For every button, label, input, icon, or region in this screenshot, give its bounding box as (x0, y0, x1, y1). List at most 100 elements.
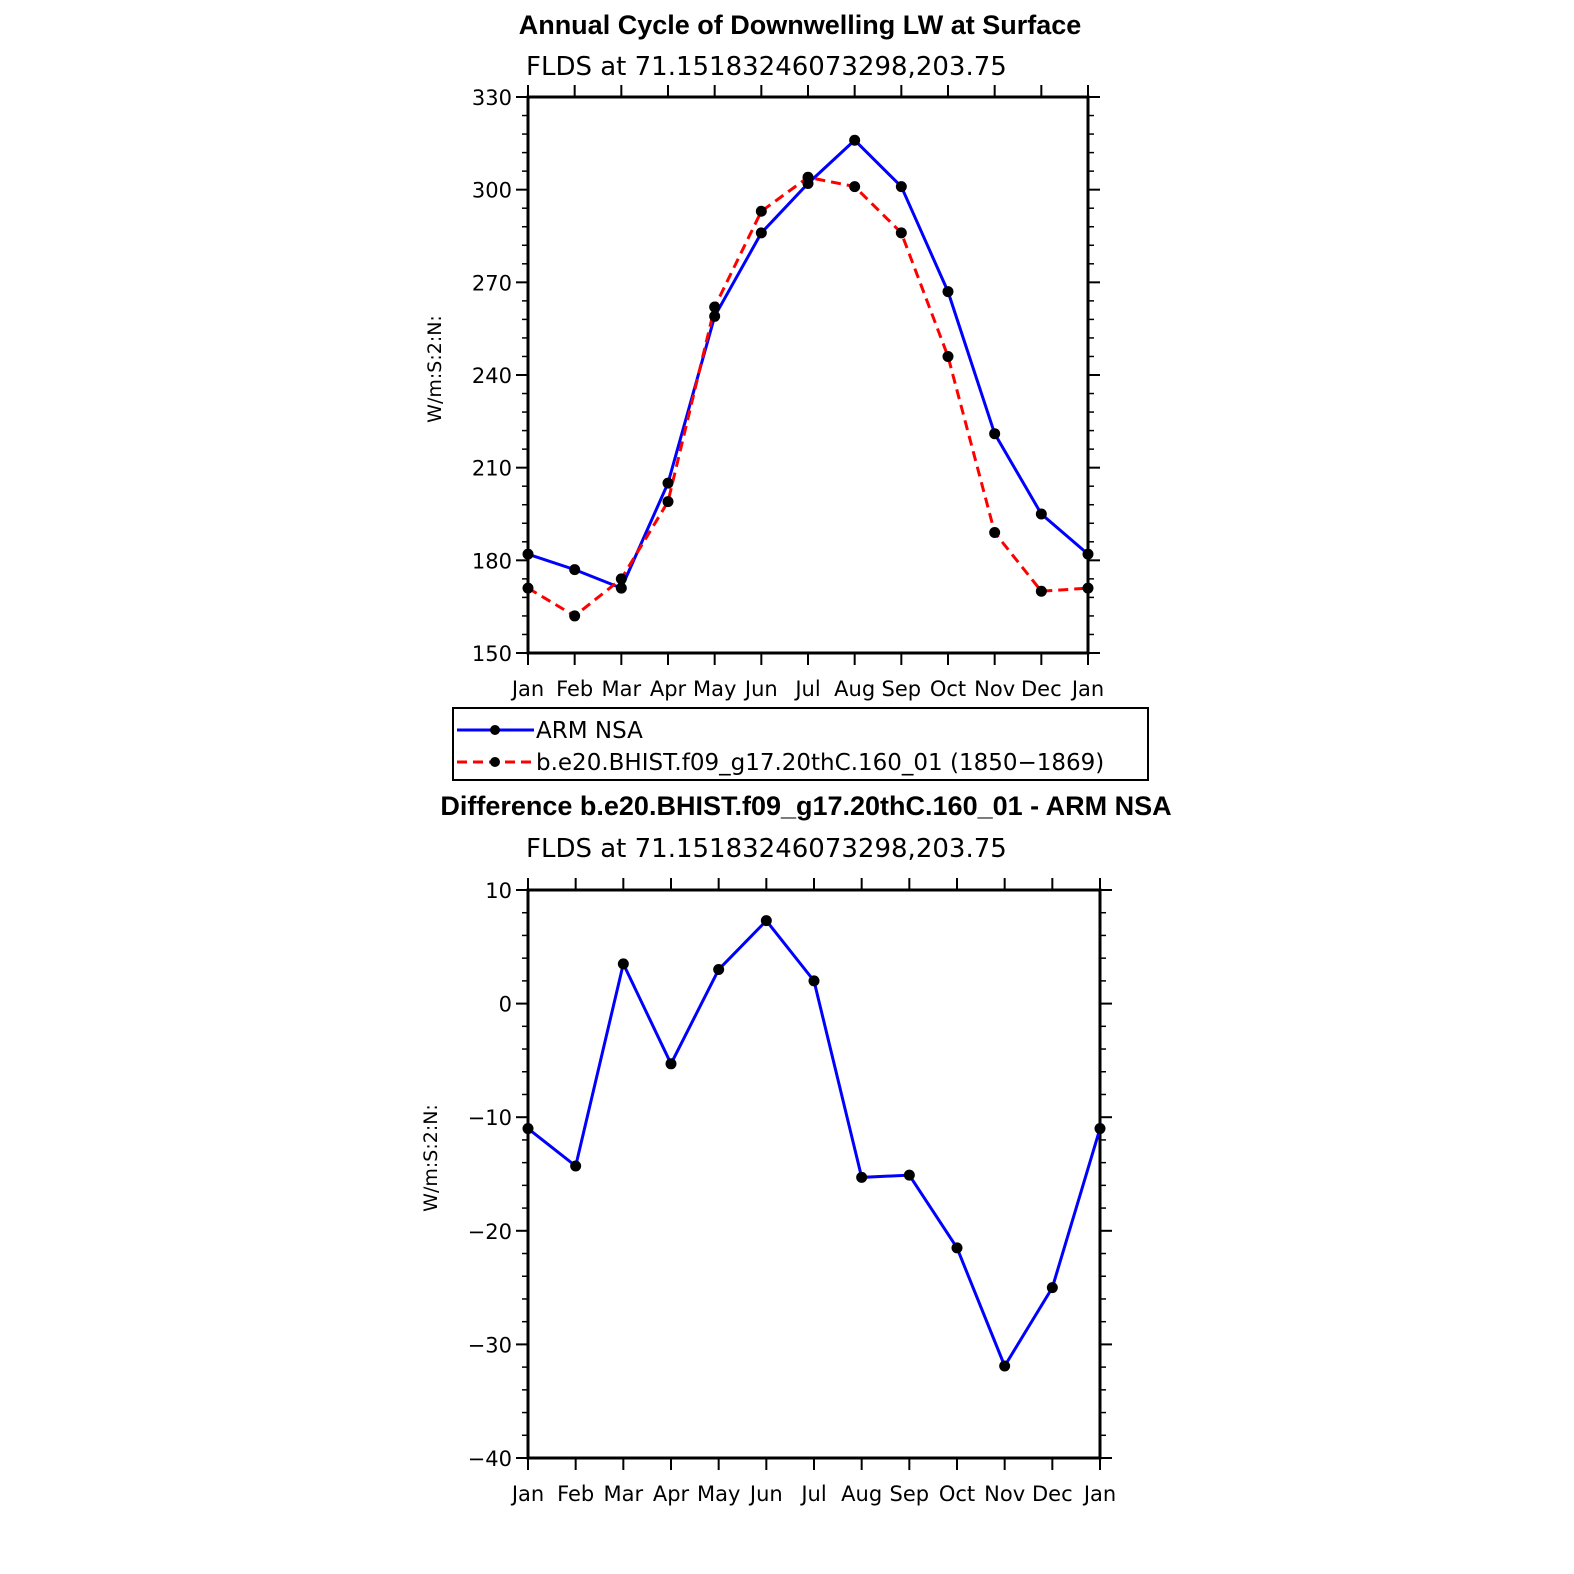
bottom-xtick-label: May (697, 1482, 740, 1506)
top-series-0-point (1082, 548, 1094, 560)
top-series-1-point (1082, 582, 1094, 594)
bottom-xtick-label: Mar (604, 1482, 644, 1506)
top-series-1-point (662, 496, 674, 508)
top-ytick-label: 150 (472, 642, 512, 666)
top-chart-ylabel: W/m:S:2:N: (424, 315, 446, 423)
top-series-1-point (615, 573, 627, 585)
top-series-1-point (709, 301, 721, 313)
top-xtick-label: Aug (834, 677, 875, 701)
top-series-0-point (569, 564, 581, 576)
bottom-xtick-label: Jan (1082, 1482, 1116, 1506)
top-ytick-label: 330 (472, 86, 512, 110)
top-series-1-point (569, 610, 581, 622)
top-series-0-point (942, 286, 954, 298)
legend-label-model: b.e20.BHIST.f09_g17.20thC.160_01 (1850−1… (536, 750, 1104, 776)
bottom-xtick-label: Sep (890, 1482, 930, 1506)
bottom-series-0-point (617, 958, 629, 970)
bottom-xtick-label: Aug (841, 1482, 882, 1506)
legend-marker-model (490, 757, 500, 767)
bottom-series-0-point (522, 1123, 534, 1135)
bottom-series-0-point (665, 1058, 677, 1070)
bottom-series-line-0 (527, 918, 1102, 1370)
bottom-series-0-point (951, 1242, 963, 1254)
bottom-xtick-label: Nov (984, 1482, 1025, 1506)
top-series-0-point (1035, 508, 1047, 520)
bottom-ytick-label: −20 (468, 1220, 512, 1244)
bottom-ytick-label: −30 (468, 1333, 512, 1357)
bottom-series-0-point (808, 975, 820, 987)
bottom-ytick-label: −40 (468, 1447, 512, 1471)
top-series-1-point (849, 181, 861, 193)
top-ytick-label: 300 (472, 179, 512, 203)
bottom-xtick-label: Apr (653, 1482, 690, 1506)
top-series-1-point (522, 582, 534, 594)
top-chart-series (522, 134, 1094, 622)
bottom-xtick-label: Jul (799, 1482, 826, 1506)
top-xtick-label: Jan (1070, 677, 1104, 701)
top-series-0-point (662, 477, 674, 489)
bottom-chart-subtitle: FLDS at 71.15183246073298,203.75 (526, 834, 1007, 864)
top-xtick-label: Nov (974, 677, 1015, 701)
bottom-series-0-point (713, 964, 725, 976)
legend-label-arm-nsa: ARM NSA (536, 718, 643, 744)
top-series-0-point (755, 227, 767, 239)
top-series-0-point (989, 428, 1001, 440)
top-xtick-label: Apr (650, 677, 687, 701)
top-xtick-label: Feb (556, 677, 593, 701)
bottom-chart: Difference b.e20.BHIST.f09_g17.20thC.160… (420, 791, 1172, 1506)
bottom-xtick-label: Oct (939, 1482, 975, 1506)
top-xtick-label: Jun (743, 677, 778, 701)
legend-marker-arm-nsa (490, 725, 500, 735)
top-chart-subtitle: FLDS at 71.15183246073298,203.75 (526, 52, 1007, 82)
bottom-chart-series (522, 915, 1106, 1372)
top-chart: Annual Cycle of Downwelling LW at Surfac… (424, 10, 1104, 701)
legend: ARM NSA b.e20.BHIST.f09_g17.20thC.160_01… (452, 707, 1149, 781)
top-ytick-label: 240 (472, 364, 512, 388)
top-series-line-1 (527, 175, 1089, 618)
top-series-1-point (989, 527, 1001, 539)
bottom-series-0-point (570, 1160, 582, 1172)
top-chart-title: Annual Cycle of Downwelling LW at Surfac… (519, 10, 1082, 40)
top-series-0-point (895, 181, 907, 193)
top-series-1-point (802, 171, 814, 183)
bottom-ytick-label: −10 (468, 1106, 512, 1130)
top-xtick-label: Jan (510, 677, 544, 701)
top-chart-axes: 150 180 210 240 270 300 330 Jan Feb Mar Apr May Jun J… (472, 85, 1104, 701)
top-xtick-label: Sep (882, 677, 922, 701)
bottom-xtick-label: Dec (1032, 1482, 1073, 1506)
bottom-plot-frame (526, 888, 1102, 1460)
top-ytick-label: 210 (472, 457, 512, 481)
bottom-chart-axes: −40 −30 −20 −10 0 10 Jan Feb Mar Apr May Jun Jul Aug S… (468, 878, 1116, 1506)
top-series-1-point (755, 205, 767, 217)
top-xtick-label: May (693, 677, 736, 701)
top-ytick-label: 270 (472, 271, 512, 295)
legend-box (452, 707, 1149, 781)
top-series-0-point (522, 548, 534, 560)
top-series-1-point (895, 227, 907, 239)
top-xtick-label: Jul (793, 677, 820, 701)
bottom-series-0-point (760, 915, 772, 927)
top-ytick-label: 180 (472, 549, 512, 573)
bottom-xtick-label: Feb (557, 1482, 594, 1506)
bottom-chart-title: Difference b.e20.BHIST.f09_g17.20thC.160… (440, 791, 1171, 821)
top-series-1-point (942, 350, 954, 362)
bottom-series-0-point (903, 1169, 915, 1181)
top-series-0-point (849, 134, 861, 146)
bottom-ytick-label: 0 (499, 993, 512, 1017)
bottom-series-0-point (1046, 1282, 1058, 1294)
top-series-0-point (615, 582, 627, 594)
top-series-1-point (1035, 585, 1047, 597)
bottom-chart-ylabel: W/m:S:2:N: (420, 1104, 442, 1212)
bottom-series-0-point (856, 1171, 868, 1183)
top-series-0-point (709, 310, 721, 322)
bottom-series-0-point (1094, 1123, 1106, 1135)
bottom-xtick-label: Jun (748, 1482, 783, 1506)
top-xtick-label: Mar (602, 677, 642, 701)
top-series-line-0 (527, 138, 1089, 591)
bottom-xtick-label: Jan (510, 1482, 544, 1506)
top-xtick-label: Oct (930, 677, 966, 701)
bottom-series-0-point (999, 1360, 1011, 1372)
bottom-ytick-label: 10 (485, 879, 512, 903)
top-xtick-label: Dec (1021, 677, 1062, 701)
